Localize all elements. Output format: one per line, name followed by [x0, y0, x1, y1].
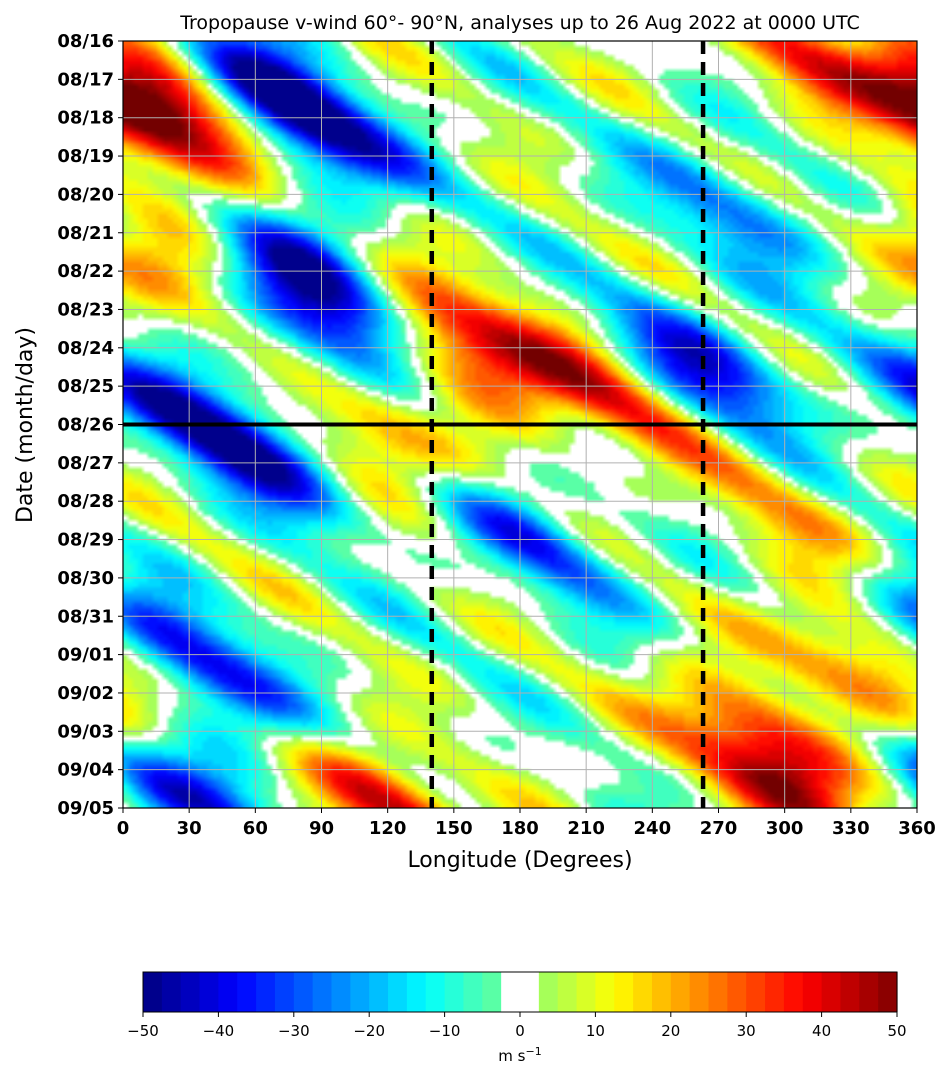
colorbar-segment	[821, 972, 842, 1012]
colorbar-tick-label: 0	[515, 1022, 525, 1040]
colorbar-segment	[180, 972, 201, 1012]
colorbar-segment	[293, 972, 314, 1012]
colorbar-ticks: −50 −40 −30 −20 −10 0 10 20 30 40 50	[127, 1012, 907, 1040]
colorbar-segment	[444, 972, 465, 1012]
colorbar-label: m s−1	[498, 1045, 541, 1065]
colorbar-segment	[689, 972, 710, 1012]
colorbar-tick-label: −50	[127, 1022, 159, 1040]
colorbar	[142, 971, 898, 1013]
x-tick-label: 0	[117, 818, 130, 839]
colorbar-segment	[840, 972, 860, 1012]
y-tick-label: 08/29	[57, 530, 114, 551]
chart-title: Tropopause v-wind 60°- 90°N, analyses up…	[179, 12, 860, 34]
colorbar-segment	[388, 972, 408, 1012]
y-tick-label: 08/21	[57, 223, 114, 244]
y-tick-label: 09/05	[57, 798, 114, 819]
colorbar-label-unit: m s	[498, 1047, 525, 1065]
colorbar-tick-label: −40	[203, 1022, 235, 1040]
colorbar-segment	[783, 972, 804, 1012]
y-tick-label: 08/19	[57, 146, 114, 167]
colorbar-tick-label: 50	[887, 1022, 906, 1040]
colorbar-segment	[633, 972, 653, 1012]
colorbar-segment	[331, 972, 351, 1012]
colorbar-segment	[538, 972, 559, 1012]
colorbar-segment	[218, 972, 238, 1012]
colorbar-segment	[237, 972, 257, 1012]
y-tick-label: 08/25	[57, 376, 114, 397]
colorbar-segment	[765, 972, 785, 1012]
x-tick-label: 300	[766, 818, 804, 839]
colorbar-segment	[614, 972, 634, 1012]
colorbar-segment	[802, 972, 823, 1012]
colorbar-tick-label: −10	[429, 1022, 461, 1040]
colorbar-tick-label: −20	[353, 1022, 385, 1040]
colorbar-segment	[727, 972, 747, 1012]
x-tick-label: 120	[369, 818, 407, 839]
x-tick-label: 180	[501, 818, 539, 839]
colorbar-segment	[520, 972, 540, 1012]
colorbar-segment	[746, 972, 766, 1012]
x-tick-label: 90	[309, 818, 334, 839]
x-tick-label: 240	[634, 818, 672, 839]
x-axis: 0 30 60 90 120 150 180 210 240 270 300 330 360	[117, 808, 936, 839]
x-tick-label: 150	[435, 818, 473, 839]
colorbar-segment	[576, 972, 596, 1012]
colorbar-segment	[274, 972, 295, 1012]
x-tick-label: 30	[177, 818, 202, 839]
y-tick-label: 08/24	[57, 338, 114, 359]
colorbar-segment	[651, 972, 672, 1012]
colorbar-segment	[312, 972, 333, 1012]
y-axis-label: Date (month/day)	[13, 327, 38, 523]
colorbar-segment	[369, 972, 389, 1012]
y-tick-label: 08/28	[57, 491, 114, 512]
y-tick-label: 08/20	[57, 184, 114, 205]
colorbar-segment	[425, 972, 446, 1012]
y-tick-label: 08/31	[57, 606, 114, 627]
colorbar-segment	[482, 972, 502, 1012]
colorbar-segment	[199, 972, 219, 1012]
colorbar-segment	[859, 972, 879, 1012]
y-tick-label: 08/27	[57, 453, 114, 474]
y-tick-label: 09/01	[57, 645, 114, 666]
colorbar-segment	[557, 972, 578, 1012]
colorbar-tick-label: 20	[661, 1022, 680, 1040]
colorbar-segment	[350, 972, 370, 1012]
y-tick-label: 09/04	[57, 760, 114, 781]
x-tick-label: 270	[700, 818, 738, 839]
colorbar-tick-label: 30	[737, 1022, 756, 1040]
colorbar-tick-label: 10	[586, 1022, 605, 1040]
y-tick-label: 08/26	[57, 415, 114, 436]
x-tick-label: 360	[898, 818, 936, 839]
colorbar-tick-label: −30	[278, 1022, 310, 1040]
x-axis-label: Longitude (Degrees)	[407, 848, 632, 873]
colorbar-segment	[595, 972, 615, 1012]
colorbar-segment	[161, 972, 182, 1012]
colorbar-segment	[143, 972, 163, 1012]
colorbar-segment	[501, 972, 521, 1012]
colorbar-label-exponent: −1	[525, 1045, 541, 1058]
colorbar-segment	[878, 972, 898, 1012]
y-tick-label: 08/30	[57, 568, 114, 589]
x-tick-label: 330	[832, 818, 870, 839]
x-tick-label: 60	[243, 818, 268, 839]
y-tick-label: 08/22	[57, 261, 114, 282]
y-tick-label: 08/23	[57, 299, 114, 320]
colorbar-segment	[670, 972, 691, 1012]
reference-lines	[123, 41, 917, 808]
y-tick-label: 08/16	[57, 31, 114, 52]
colorbar-segment	[708, 972, 728, 1012]
y-tick-label: 09/02	[57, 683, 114, 704]
y-tick-label: 09/03	[57, 721, 114, 742]
colorbar-segment	[406, 972, 427, 1012]
colorbar-segment	[256, 972, 276, 1012]
y-axis: 08/16 08/17 08/18 08/19 08/20 08/21 08/22 08/23…	[57, 31, 123, 819]
colorbar-tick-label: 40	[812, 1022, 831, 1040]
x-tick-label: 210	[567, 818, 605, 839]
colorbar-segment	[463, 972, 483, 1012]
y-tick-label: 08/18	[57, 108, 114, 129]
y-tick-label: 08/17	[57, 69, 114, 90]
